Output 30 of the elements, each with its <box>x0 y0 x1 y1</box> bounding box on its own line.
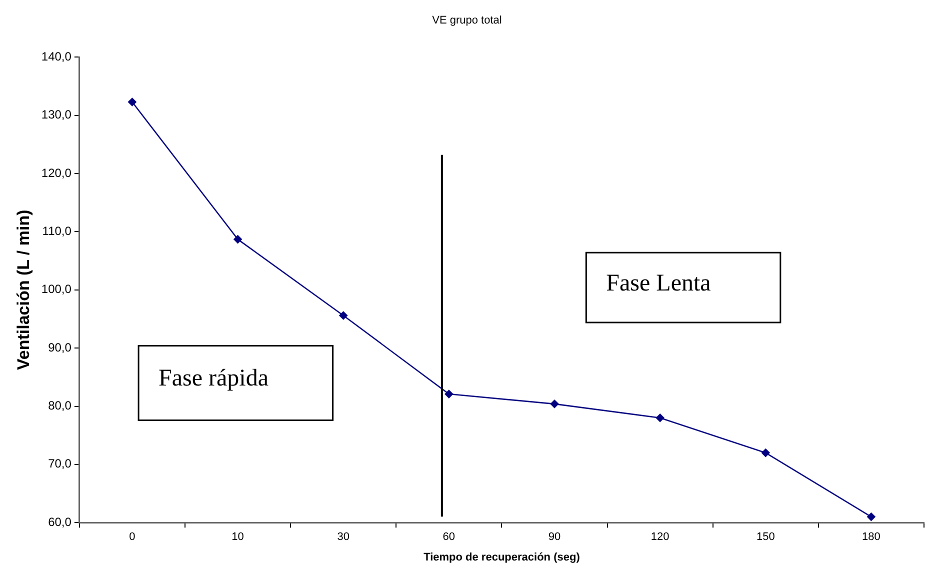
y-tick-label: 70,0 <box>48 456 72 471</box>
point <box>128 98 136 106</box>
y-axis-title: Ventilación (L / min) <box>14 210 33 370</box>
y-tick-label: 120,0 <box>41 166 72 180</box>
point <box>444 390 454 398</box>
x-tick-label: 30 <box>337 531 350 544</box>
x-tick-label: 180 <box>862 531 880 544</box>
x-tick-label: 10 <box>232 531 244 544</box>
y-tick-label: 130,0 <box>41 108 72 122</box>
x-tick-label: 0 <box>129 531 136 544</box>
y-tick-label: 80,0 <box>48 398 72 413</box>
x-tick-label: 150 <box>756 531 775 544</box>
point <box>550 400 559 408</box>
y-tick-label: 60,0 <box>48 514 72 529</box>
x-tick-label: 90 <box>548 531 561 544</box>
y-tick-label: 90,0 <box>48 340 72 354</box>
point <box>761 448 770 457</box>
x-axis-title: Tiempo de recuperación (seg) <box>424 551 580 564</box>
x-tick-label: 60 <box>442 531 456 544</box>
annotation: Fase Lenta <box>606 270 712 296</box>
annotation: Fase rápida <box>158 366 269 392</box>
x-tick-label: 120 <box>650 531 670 544</box>
y-tick-label: 100,0 <box>41 282 72 296</box>
y-tick-label: 140,0 <box>41 50 72 64</box>
point <box>867 512 876 521</box>
point <box>234 235 242 244</box>
y-tick-label: 110,0 <box>42 224 72 238</box>
chart-title: VE grupo total <box>432 14 502 27</box>
point <box>339 311 348 320</box>
point <box>656 414 664 422</box>
